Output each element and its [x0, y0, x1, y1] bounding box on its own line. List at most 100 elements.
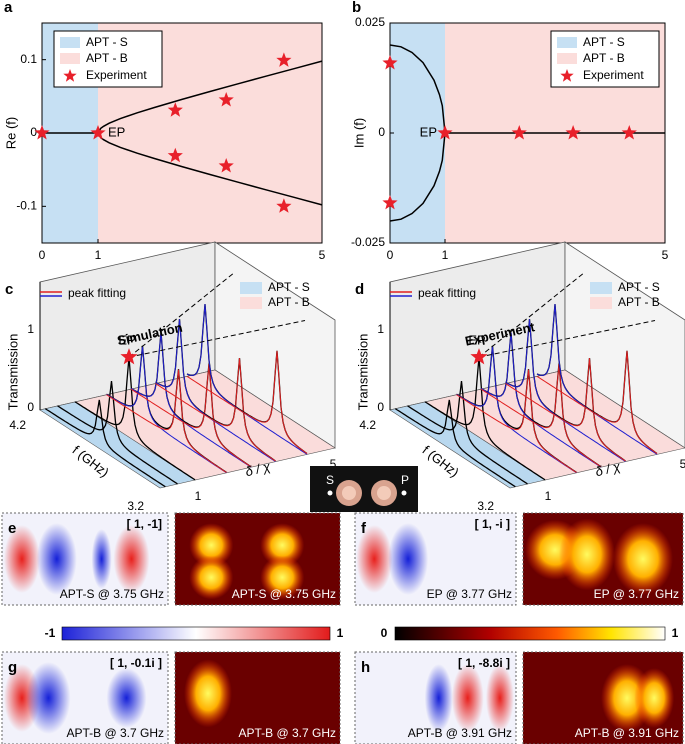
port: [401, 490, 407, 496]
curve: [389, 44, 446, 134]
ep-marker: [120, 348, 138, 365]
panel-label: c: [5, 281, 13, 298]
x-tick-label: 5: [319, 248, 326, 262]
field-lobe: [451, 664, 484, 732]
spectrum: [74, 357, 196, 481]
spectrum: [480, 332, 602, 468]
vector-label: [ 1, -8.8i ]: [458, 656, 510, 670]
ep-label: EP: [118, 333, 135, 348]
legend-label: Experiment: [86, 68, 147, 82]
floor-aptB: [74, 369, 336, 481]
field-lobe: [26, 662, 71, 734]
spectrum: [130, 363, 252, 468]
map-caption: EP @ 3.77 GHz: [427, 587, 512, 601]
panel-label: h: [361, 659, 370, 676]
x-tick-label: 0: [39, 248, 46, 262]
y-tick-label: 0: [30, 125, 37, 139]
port: [327, 490, 333, 496]
data-point: [167, 147, 183, 163]
z-axis-label: Transmission: [355, 334, 370, 411]
legend-label: peak fitting: [418, 286, 476, 300]
device-inset: S P: [310, 466, 418, 512]
d-tick-label: 5: [330, 457, 337, 471]
f-tick-label: 4.2: [9, 418, 26, 432]
data-point: [276, 198, 292, 213]
legend-label: APT - B: [583, 51, 625, 65]
spectrum: [536, 350, 658, 454]
spectrum: [186, 350, 308, 454]
y-tick-label: -0.025: [351, 235, 385, 249]
z-tick-label: 1: [27, 322, 34, 336]
x-tick-label: 0: [387, 248, 394, 262]
legend-swatch: [60, 37, 80, 48]
colorbar-label: 1: [337, 626, 344, 640]
spectrum: [155, 319, 276, 462]
z-axis-label: Transmission: [5, 334, 20, 411]
resonator-core: [342, 486, 356, 500]
curve: [389, 132, 446, 222]
intensity-lobe: [189, 523, 234, 568]
data-point: [621, 125, 637, 140]
data-point: [382, 55, 398, 70]
intensity-lobe: [260, 555, 305, 600]
floor-aptB: [424, 369, 685, 481]
data-point: [90, 125, 106, 140]
intensity-lobe: [260, 523, 305, 568]
spectrum: [155, 358, 276, 462]
map-caption: APT-B @ 3.91 GHz: [575, 726, 679, 740]
legend-label: APT - S: [86, 35, 128, 49]
y-tick-label: -0.1: [16, 199, 37, 213]
z-tick-label: 0: [377, 400, 384, 414]
panel-label: f: [361, 520, 367, 537]
spectrum: [505, 358, 626, 462]
data-point: [511, 125, 527, 140]
data-point: [167, 102, 183, 117]
spectrum: [44, 399, 166, 488]
legend-swatch: [590, 297, 612, 309]
intensity-lobe: [189, 555, 234, 600]
map-caption: APT-S @ 3.75 GHz: [232, 587, 336, 601]
ep-marker: [470, 348, 488, 365]
legend-label: APT - S: [268, 280, 310, 294]
resonator-core: [377, 486, 391, 500]
spectrum: [130, 332, 252, 468]
port-label: S: [326, 473, 334, 487]
ep-annotation: EP: [420, 124, 437, 139]
intensity-lobe: [559, 518, 615, 591]
field-lobe: [485, 664, 514, 732]
spectrum: [394, 399, 516, 488]
d-tick-label: 5: [680, 457, 685, 471]
device-photo: [310, 466, 418, 512]
legend-swatch: [557, 53, 577, 64]
vector-label: [ 1, -i ]: [475, 517, 510, 531]
f-tick-label: 4.2: [359, 418, 376, 432]
d-tick-label: 1: [545, 489, 552, 503]
data-point: [34, 125, 50, 140]
intensity-lobe: [634, 668, 675, 728]
panel-label: e: [8, 520, 16, 537]
spectrum: [505, 319, 626, 462]
field-lobe: [36, 523, 77, 595]
legend-swatch: [60, 53, 80, 64]
spectrum: [57, 381, 178, 485]
curve: [97, 60, 323, 134]
panel-label: d: [355, 281, 364, 298]
field-lobe: [424, 664, 453, 732]
legend-swatch: [240, 282, 262, 294]
field-lobe: [3, 525, 40, 593]
data-point: [382, 195, 398, 210]
legend-swatch: [557, 37, 577, 48]
data-point: [218, 158, 234, 173]
map-caption: APT-B @ 3.7 GHz: [238, 726, 336, 740]
port-label: P: [401, 473, 409, 487]
d-axis-label: δ / χ: [244, 458, 273, 479]
field-lobe: [106, 668, 147, 728]
intensity-lobe: [613, 523, 673, 595]
y-tick-label: 0.1: [20, 52, 37, 66]
field-lobe: [356, 525, 393, 593]
x-tick-label: 1: [442, 248, 449, 262]
spectrum: [480, 363, 602, 468]
legend-label: APT - S: [618, 280, 660, 294]
y-tick-label: 0: [378, 125, 385, 139]
